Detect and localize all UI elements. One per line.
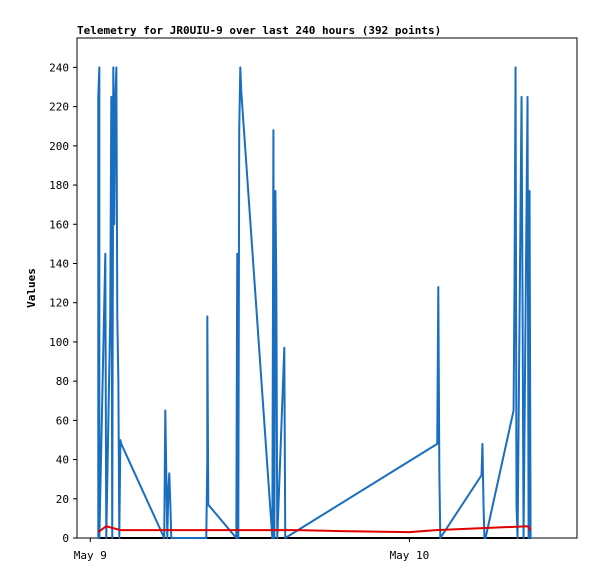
y-tick-label: 60 — [56, 414, 69, 427]
series-line — [97, 66, 532, 539]
x-tick-label: May 9 — [74, 549, 107, 562]
y-tick-label: 100 — [49, 336, 69, 349]
y-tick-label: 40 — [56, 454, 69, 467]
y-tick-label: 140 — [49, 257, 69, 270]
y-tick-label: 220 — [49, 101, 69, 114]
y-tick-label: 80 — [56, 375, 69, 388]
y-tick-label: 180 — [49, 179, 69, 192]
y-tick-label: 0 — [62, 532, 69, 545]
series-line — [97, 525, 532, 534]
y-tick-label: 160 — [49, 218, 69, 231]
chart-title: Telemetry for JR0UIU-9 over last 240 hou… — [77, 24, 441, 37]
y-tick-label: 120 — [49, 297, 69, 310]
y-axis-label: Values — [25, 268, 38, 308]
y-tick-label: 20 — [56, 493, 69, 506]
y-tick-label: 240 — [49, 61, 69, 74]
y-tick-label: 200 — [49, 140, 69, 153]
x-tick-label: May 10 — [390, 549, 430, 562]
